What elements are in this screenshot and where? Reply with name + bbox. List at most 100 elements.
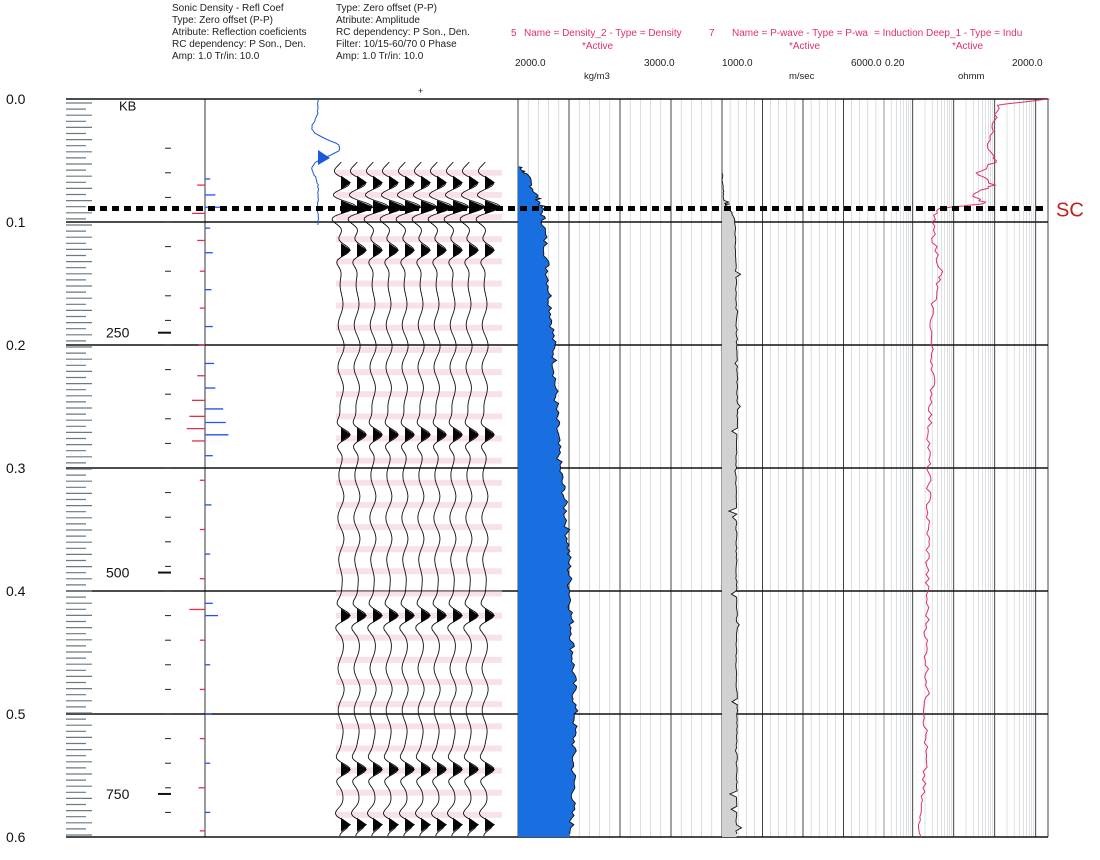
horizon-layer: KB SC [88, 99, 1084, 221]
synthetic-peak-fill [373, 762, 383, 777]
induction-log-curve [917, 98, 1050, 838]
synthetic-background-band [336, 811, 502, 818]
synthetic-background-band [336, 214, 502, 221]
synthetic-peak-fill [341, 608, 351, 623]
synthetic-trace [379, 161, 405, 837]
pwave-name: Name = P-wave - Type = P-wa [732, 28, 868, 39]
synthetic-background-band [336, 723, 502, 730]
synthetic-peak-fill [421, 175, 431, 190]
synthetic-peak-fill [485, 817, 495, 832]
pwave-min: 1000.0 [722, 58, 753, 69]
time-tick-label: 0.0 [6, 91, 26, 107]
synthetic-peak-fill [405, 762, 415, 777]
pwave-index: 7 [709, 28, 715, 39]
synthetic-peak-fill [405, 243, 415, 258]
synthetic-background-band [336, 745, 502, 752]
density-index: 5 [511, 28, 517, 39]
synthetic-header-line2: Atribute: Amplitude [336, 15, 420, 26]
synthetic-background-band [336, 590, 502, 597]
synthetic-background-band [336, 258, 502, 265]
rc-header-line3: Atribute: Reflection coeficients [172, 27, 307, 38]
wavelet-peak-marker [318, 150, 330, 165]
synthetic-background-band [336, 169, 502, 176]
synthetic-peak-fill [373, 243, 383, 258]
synthetic-peak-fill [485, 243, 495, 258]
induction-name: = Induction Deep_1 - Type = Indu [874, 28, 1023, 39]
synthetic-peak-fill [437, 243, 447, 258]
synthetic-peak-fill [485, 427, 495, 442]
synthetic-peak-fill [421, 608, 431, 623]
synthetic-peak-fill [469, 427, 479, 442]
synthetic-header-line5: Amp: 1.0 Tr/in: 10.0 [336, 51, 424, 62]
synthetic-peak-fill [469, 817, 479, 832]
synthetic-peak-fill [453, 175, 463, 190]
synthetic-peak-fill [341, 762, 351, 777]
synthetic-peak-fill [437, 175, 447, 190]
synthetic-background-band [336, 302, 502, 309]
synthetic-peak-fill [469, 762, 479, 777]
synthetic-peak-fill [357, 817, 367, 832]
synthetic-background-band [336, 501, 502, 508]
synthetic-background-band [336, 612, 502, 619]
synthetic-background-band [336, 391, 502, 398]
synthetic-background-band [336, 346, 502, 353]
density-min: 2000.0 [515, 58, 546, 69]
synthetic-peak-fill [389, 817, 399, 832]
synthetic-peak-fill [405, 427, 415, 442]
synthetic-peak-fill [373, 608, 383, 623]
synthetic-peak-fill [389, 762, 399, 777]
synthetic-peak-fill [453, 762, 463, 777]
synthetic-trace [363, 161, 389, 837]
synthetic-background-band [336, 435, 502, 442]
time-axis-layer: 0.0 0.1 0.2 0.3 0.4 0.5 0.6 250 500 750 [6, 91, 171, 845]
synthetic-background-band [336, 324, 502, 331]
synthetic-trace [443, 161, 469, 837]
horizon-label-sc: SC [1056, 199, 1084, 221]
synthetic-peak-fill [485, 175, 495, 190]
synthetic-trace [459, 161, 485, 837]
density-name: Name = Density_2 - Type = Density [524, 28, 682, 39]
synthetic-trace [347, 161, 373, 837]
synthetic-peak-fill [485, 608, 495, 623]
synthetic-peak-fill [357, 243, 367, 258]
synthetic-peak-fill [341, 243, 351, 258]
pwave-log-fill [721, 172, 742, 838]
density-unit: kg/m3 [584, 71, 610, 82]
synthetic-peak-fill [469, 608, 479, 623]
induction-unit: ohmm [958, 71, 985, 82]
synthetic-background-band [336, 568, 502, 575]
synthetic-peak-fill [469, 175, 479, 190]
synthetic-peak-fill [437, 762, 447, 777]
synthetic-background-band [336, 280, 502, 287]
time-tick-label: 0.4 [6, 583, 26, 599]
synthetic-peak-fill [341, 817, 351, 832]
depth-marker-label: 500 [106, 565, 130, 581]
synthetic-peak-fill [341, 427, 351, 442]
pwave-log-curve [721, 172, 743, 835]
synthetic-peak-fill [405, 608, 415, 623]
density-log-fill [518, 166, 578, 837]
rc-header-line5: Amp: 1.0 Tr/in: 10.0 [172, 51, 260, 62]
pwave-unit: m/sec [789, 71, 815, 82]
synthetic-peak-fill [421, 427, 431, 442]
synthetic-peak-fill [373, 817, 383, 832]
synthetic-peak-fill [405, 817, 415, 832]
time-tick-label: 0.6 [6, 829, 26, 845]
synthetic-background-band [336, 479, 502, 486]
synthetic-background-band [336, 789, 502, 796]
rc-header-line2: Type: Zero offset (P-P) [172, 15, 273, 26]
synthetic-plus-marker: + [418, 86, 424, 96]
rc-header-line4: RC dependency: P Son., Den. [172, 39, 306, 50]
synthetic-peak-fill [357, 762, 367, 777]
synthetic-header-line1: Type: Zero offset (P-P) [336, 3, 437, 14]
wavelet-trace [311, 98, 341, 226]
synthetic-peak-fill [373, 175, 383, 190]
induction-status: *Active [952, 41, 984, 52]
density-status: *Active [582, 41, 614, 52]
synthetic-peak-fill [469, 243, 479, 258]
pwave-max: 6000.0 [851, 58, 882, 69]
reflection-coefficient-layer [186, 178, 229, 832]
induction-max: 2000.0 [1012, 58, 1043, 69]
synthetic-header-line3: RC dependency: P Son., Den. [336, 27, 470, 38]
